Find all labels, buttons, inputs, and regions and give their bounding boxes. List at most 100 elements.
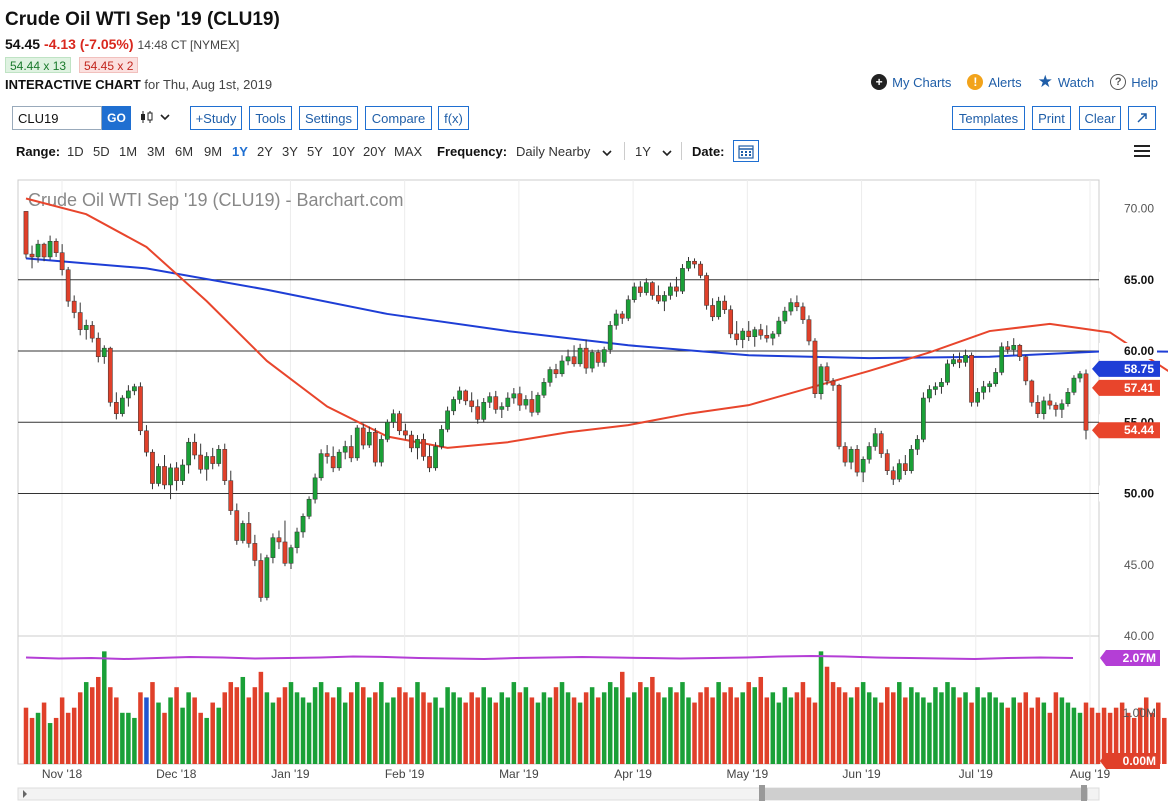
- range-9m[interactable]: 9M: [204, 144, 223, 159]
- clear-button[interactable]: Clear: [1079, 106, 1121, 130]
- candle: [324, 445, 330, 464]
- price-labels: 58.75 57.41 54.44: [1092, 360, 1160, 439]
- volume-bar: [415, 682, 420, 764]
- volume-bar: [734, 697, 739, 764]
- range-1m[interactable]: 1M: [119, 144, 138, 159]
- range-6m[interactable]: 6M: [175, 144, 194, 159]
- expand-icon: [1137, 113, 1147, 123]
- go-button[interactable]: GO: [102, 106, 131, 130]
- study-button[interactable]: +Study: [190, 106, 242, 130]
- volume-bar: [626, 697, 631, 764]
- scrollbar-thumb[interactable]: [762, 788, 1088, 800]
- candle: [601, 346, 607, 367]
- range-5y[interactable]: 5Y: [307, 144, 323, 159]
- chart-date-label: for Thu, Aug 1st, 2019: [144, 77, 273, 92]
- fx-button[interactable]: f(x): [438, 106, 469, 130]
- volume-bar: [439, 707, 444, 764]
- volume-bar: [668, 687, 673, 764]
- candle: [908, 445, 914, 474]
- volume-bar: [1035, 697, 1041, 764]
- range-3m[interactable]: 3M: [147, 144, 166, 159]
- volume-bar: [445, 687, 450, 764]
- volume-bar: [102, 651, 107, 764]
- scroll-handle-left[interactable]: [759, 785, 765, 801]
- candle: [740, 328, 746, 349]
- volume-bar: [776, 702, 782, 764]
- volume-bar: [53, 717, 59, 764]
- expand-button[interactable]: [1128, 106, 1156, 130]
- candle: [625, 295, 631, 322]
- calendar-button[interactable]: [733, 140, 759, 162]
- volume-bar: [517, 692, 523, 764]
- range-1d[interactable]: 1D: [67, 144, 84, 159]
- watch-link[interactable]: ★ Watch: [1038, 73, 1095, 90]
- compare-button[interactable]: Compare: [365, 106, 432, 130]
- volume-bar: [758, 676, 764, 764]
- candle: [409, 430, 414, 453]
- hamburger-menu-icon[interactable]: [1134, 145, 1150, 160]
- volume-bar: [114, 697, 119, 764]
- candle: [511, 388, 517, 404]
- candle: [126, 385, 131, 407]
- price-change: -4.13 (-7.05%): [44, 36, 134, 52]
- volume-bar: [541, 692, 547, 764]
- range-5d[interactable]: 5D: [93, 144, 110, 159]
- candle: [198, 443, 204, 474]
- settings-button[interactable]: Settings: [299, 106, 358, 130]
- my-charts-link[interactable]: + My Charts: [871, 74, 951, 90]
- volume-bar: [1119, 702, 1125, 764]
- volume-bar: [156, 702, 161, 764]
- scrollbar[interactable]: [17, 785, 1100, 801]
- candle: [921, 392, 926, 443]
- candle: [619, 311, 625, 324]
- candle: [782, 306, 788, 324]
- volume-bar: [800, 682, 806, 764]
- volume-bar: [77, 692, 83, 764]
- candle: [427, 445, 432, 473]
- tools-button[interactable]: Tools: [249, 106, 292, 130]
- price-pane: [17, 179, 1100, 637]
- candle: [957, 352, 962, 369]
- quote-header: Crude Oil WTI Sep '19 (CLU19) 54.45 -4.13…: [0, 0, 1168, 98]
- symbol-input[interactable]: [12, 106, 102, 130]
- top-links: + My Charts ! Alerts ★ Watch ? Help: [871, 73, 1158, 90]
- volume-bar: [613, 687, 619, 764]
- range-10y[interactable]: 10Y: [332, 144, 356, 159]
- volume-bar: [397, 687, 402, 764]
- scroll-handle-right[interactable]: [1081, 785, 1087, 801]
- candle: [113, 392, 119, 420]
- volume-bar: [385, 702, 390, 764]
- help-link[interactable]: ? Help: [1110, 74, 1158, 90]
- volume-bar: [547, 697, 553, 764]
- price-chart[interactable]: Crude Oil WTI Sep '19 (CLU19) - Barchart…: [0, 175, 1168, 803]
- candle: [1041, 396, 1047, 420]
- range-1y[interactable]: 1Y: [232, 144, 248, 159]
- candle: [951, 353, 956, 367]
- volume-bar: [1011, 697, 1016, 764]
- alerts-link[interactable]: ! Alerts: [967, 74, 1022, 90]
- bid-badge: 54.44 x 13: [5, 57, 72, 73]
- scroll-left-icon[interactable]: [23, 790, 27, 798]
- volume-bar: [1065, 702, 1071, 764]
- candle: [168, 463, 173, 500]
- candle: [228, 470, 234, 515]
- candle: [607, 321, 613, 354]
- date-tick-label: Jun '19: [842, 767, 881, 781]
- range-max[interactable]: MAX: [394, 144, 423, 159]
- candle: [674, 276, 679, 297]
- templates-button[interactable]: Templates: [952, 106, 1025, 130]
- range-2y[interactable]: 2Y: [257, 144, 273, 159]
- volume-bar: [680, 682, 685, 764]
- volume-bar: [704, 687, 709, 764]
- volume-bar: [842, 692, 848, 764]
- chart-type-dropdown[interactable]: [139, 110, 170, 124]
- volume-bar: [818, 651, 824, 764]
- chart-area[interactable]: Crude Oil WTI Sep '19 (CLU19) - Barchart…: [0, 175, 1168, 803]
- range-3y[interactable]: 3Y: [282, 144, 298, 159]
- print-button[interactable]: Print: [1032, 106, 1071, 130]
- range-20y[interactable]: 20Y: [363, 144, 387, 159]
- volume-average-label: 2.07M: [1123, 651, 1156, 665]
- date-tick-label: Feb '19: [385, 767, 425, 781]
- volume-bar: [379, 682, 384, 764]
- candle: [1077, 370, 1083, 383]
